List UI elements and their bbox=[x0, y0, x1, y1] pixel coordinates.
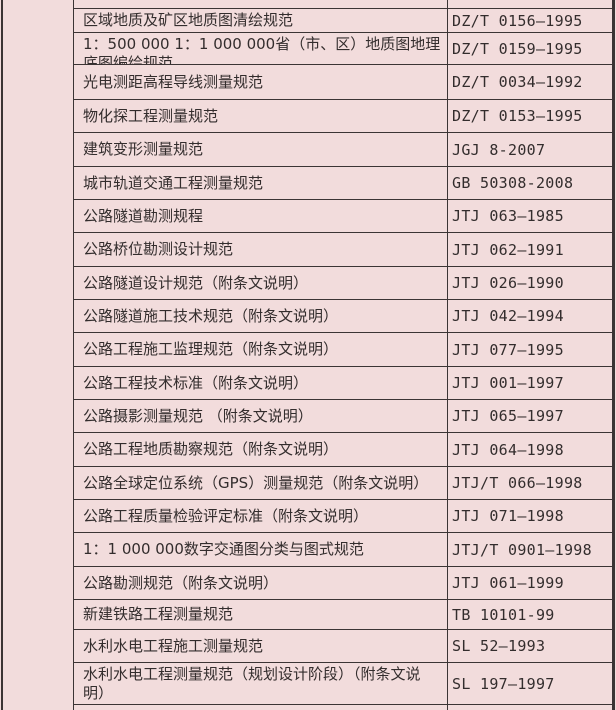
standard-name-cell: 公路摄影测量规范 （附条文说明） bbox=[74, 400, 448, 432]
table-row: 公路隧道设计规范（附条文说明） JTJ 026—1990 bbox=[74, 267, 612, 300]
standard-code-cell: TB 10101-99 bbox=[452, 605, 555, 624]
standard-name-cell bbox=[74, 705, 448, 710]
standard-name-cell: 1：1 000 000数字交通图分类与图式规范 bbox=[74, 533, 448, 566]
table-row: 公路工程技术标准（附条文说明） JTJ 001—1997 bbox=[74, 367, 612, 400]
standard-name-cell: 物化探工程测量规范 bbox=[74, 100, 448, 132]
standard-name-cell: 公路桥位勘测设计规范 bbox=[74, 233, 448, 266]
standard-code-cell: JGJ 8-2007 bbox=[452, 140, 546, 159]
table-row: 公路隧道施工技术规范（附条文说明） JTJ 042—1994 bbox=[74, 300, 612, 333]
standard-code-cell: JTJ 001—1997 bbox=[452, 374, 564, 392]
table-row: 新建铁路工程测量规范 TB 10101-99 bbox=[74, 600, 612, 630]
standard-code-cell: JTJ 062—1991 bbox=[452, 240, 564, 259]
standard-name-cell: 公路工程质量检验评定标准（附条文说明） bbox=[74, 500, 448, 532]
table-row: 1：500 000 1：1 000 000省（市、区）地质图地理底图编绘规范 D… bbox=[74, 33, 612, 65]
table-row: 1：1 000 000数字交通图分类与图式规范 JTJ/T 0901—1998 bbox=[74, 533, 612, 567]
standard-code-cell: JTJ 065—1997 bbox=[452, 407, 564, 425]
standard-name-cell: 公路工程施工监理规范（附条文说明） bbox=[74, 333, 448, 366]
page-left-border-line bbox=[1, 0, 3, 710]
standard-name-cell: 建筑变形测量规范 bbox=[74, 133, 448, 166]
standard-code-cell: JTJ 063—1985 bbox=[452, 207, 564, 225]
standard-name-cell: 新建铁路工程测量规范 bbox=[74, 600, 448, 629]
standard-code-cell: DZ/T 0159—1995 bbox=[452, 39, 583, 58]
standard-code-cell: JTJ 071—1998 bbox=[452, 507, 564, 525]
standard-code-cell: DZ/T 0153—1995 bbox=[452, 107, 583, 125]
table-row: 公路全球定位系统（GPS）测量规范（附条文说明） JTJ/T 066—1998 bbox=[74, 467, 612, 500]
table-row: 城市轨道交通工程测量规范 GB 50308-2008 bbox=[74, 167, 612, 200]
standard-name-cell: 水利水电工程施工测量规范 bbox=[74, 630, 448, 662]
standard-name-cell: 水利水电工程测量规范（规划设计阶段）（附条文说明） bbox=[74, 663, 448, 704]
standard-name-cell: 公路隧道施工技术规范（附条文说明） bbox=[74, 300, 448, 332]
table-row: 水利水电工程施工测量规范 SL 52—1993 bbox=[74, 630, 612, 663]
table-row: 公路摄影测量规范 （附条文说明） JTJ 065—1997 bbox=[74, 400, 612, 433]
table-row: 公路隧道勘测规程 JTJ 063—1985 bbox=[74, 200, 612, 233]
standard-name-cell: 区域地质及矿区地质图清绘规范 bbox=[74, 9, 448, 32]
standard-name-cell: 1：500 000 1：1 000 000省（市、区）地质图地理底图编绘规范 bbox=[74, 33, 448, 64]
standard-code-cell bbox=[448, 0, 612, 8]
standard-name-cell: 公路隧道勘测规程 bbox=[74, 200, 448, 232]
partial-row-bottom bbox=[74, 705, 612, 710]
table-row: 区域地质及矿区地质图清绘规范 DZ/T 0156—1995 bbox=[74, 9, 612, 33]
standard-code-cell: JTJ 077—1995 bbox=[452, 340, 564, 359]
standard-code-cell: SL 197—1997 bbox=[452, 674, 555, 693]
table-row: 公路工程质量检验评定标准（附条文说明） JTJ 071—1998 bbox=[74, 500, 612, 533]
table-row: 水利水电工程测量规范（规划设计阶段）（附条文说明） SL 197—1997 bbox=[74, 663, 612, 705]
standard-code-cell: JTJ 064—1998 bbox=[452, 440, 564, 459]
standard-name-cell: 城市轨道交通工程测量规范 bbox=[74, 167, 448, 199]
table-row: 公路桥位勘测设计规范 JTJ 062—1991 bbox=[74, 233, 612, 267]
standard-code-cell: JTJ 026—1990 bbox=[452, 274, 564, 292]
standard-code-cell: DZ/T 0034—1992 bbox=[452, 73, 583, 91]
standard-code-cell: SL 52—1993 bbox=[452, 637, 546, 655]
standard-code-cell: DZ/T 0156—1995 bbox=[452, 11, 583, 30]
standard-code-cell: JTJ/T 066—1998 bbox=[452, 474, 583, 492]
standard-name-cell: 公路勘测规范（附条文说明） bbox=[74, 567, 448, 599]
standard-name-cell: 公路工程地质勘察规范（附条文说明） bbox=[74, 433, 448, 466]
standard-code-cell: JTJ 061—1999 bbox=[452, 574, 564, 592]
standard-name-cell: 公路工程技术标准（附条文说明） bbox=[74, 367, 448, 399]
standard-name-cell bbox=[74, 0, 448, 8]
table-row: 光电测距高程导线测量规范 DZ/T 0034—1992 bbox=[74, 65, 612, 100]
table-row: 公路工程地质勘察规范（附条文说明） JTJ 064—1998 bbox=[74, 433, 612, 467]
partial-row-top bbox=[74, 0, 612, 9]
standard-name-cell: 公路全球定位系统（GPS）测量规范（附条文说明） bbox=[74, 467, 448, 499]
table-row: 物化探工程测量规范 DZ/T 0153—1995 bbox=[74, 100, 612, 133]
standard-name-cell: 光电测距高程导线测量规范 bbox=[74, 65, 448, 99]
standards-table: 区域地质及矿区地质图清绘规范 DZ/T 0156—1995 1：500 000 … bbox=[73, 0, 615, 710]
standard-name-cell: 公路隧道设计规范（附条文说明） bbox=[74, 267, 448, 299]
standard-code-cell bbox=[448, 705, 612, 710]
table-row: 建筑变形测量规范 JGJ 8-2007 bbox=[74, 133, 612, 167]
standard-code-cell: GB 50308-2008 bbox=[452, 174, 574, 192]
standard-code-cell: JTJ/T 0901—1998 bbox=[452, 540, 592, 559]
table-row: 公路勘测规范（附条文说明） JTJ 061—1999 bbox=[74, 567, 612, 600]
table-row: 公路工程施工监理规范（附条文说明） JTJ 077—1995 bbox=[74, 333, 612, 367]
standard-code-cell: JTJ 042—1994 bbox=[452, 307, 564, 325]
